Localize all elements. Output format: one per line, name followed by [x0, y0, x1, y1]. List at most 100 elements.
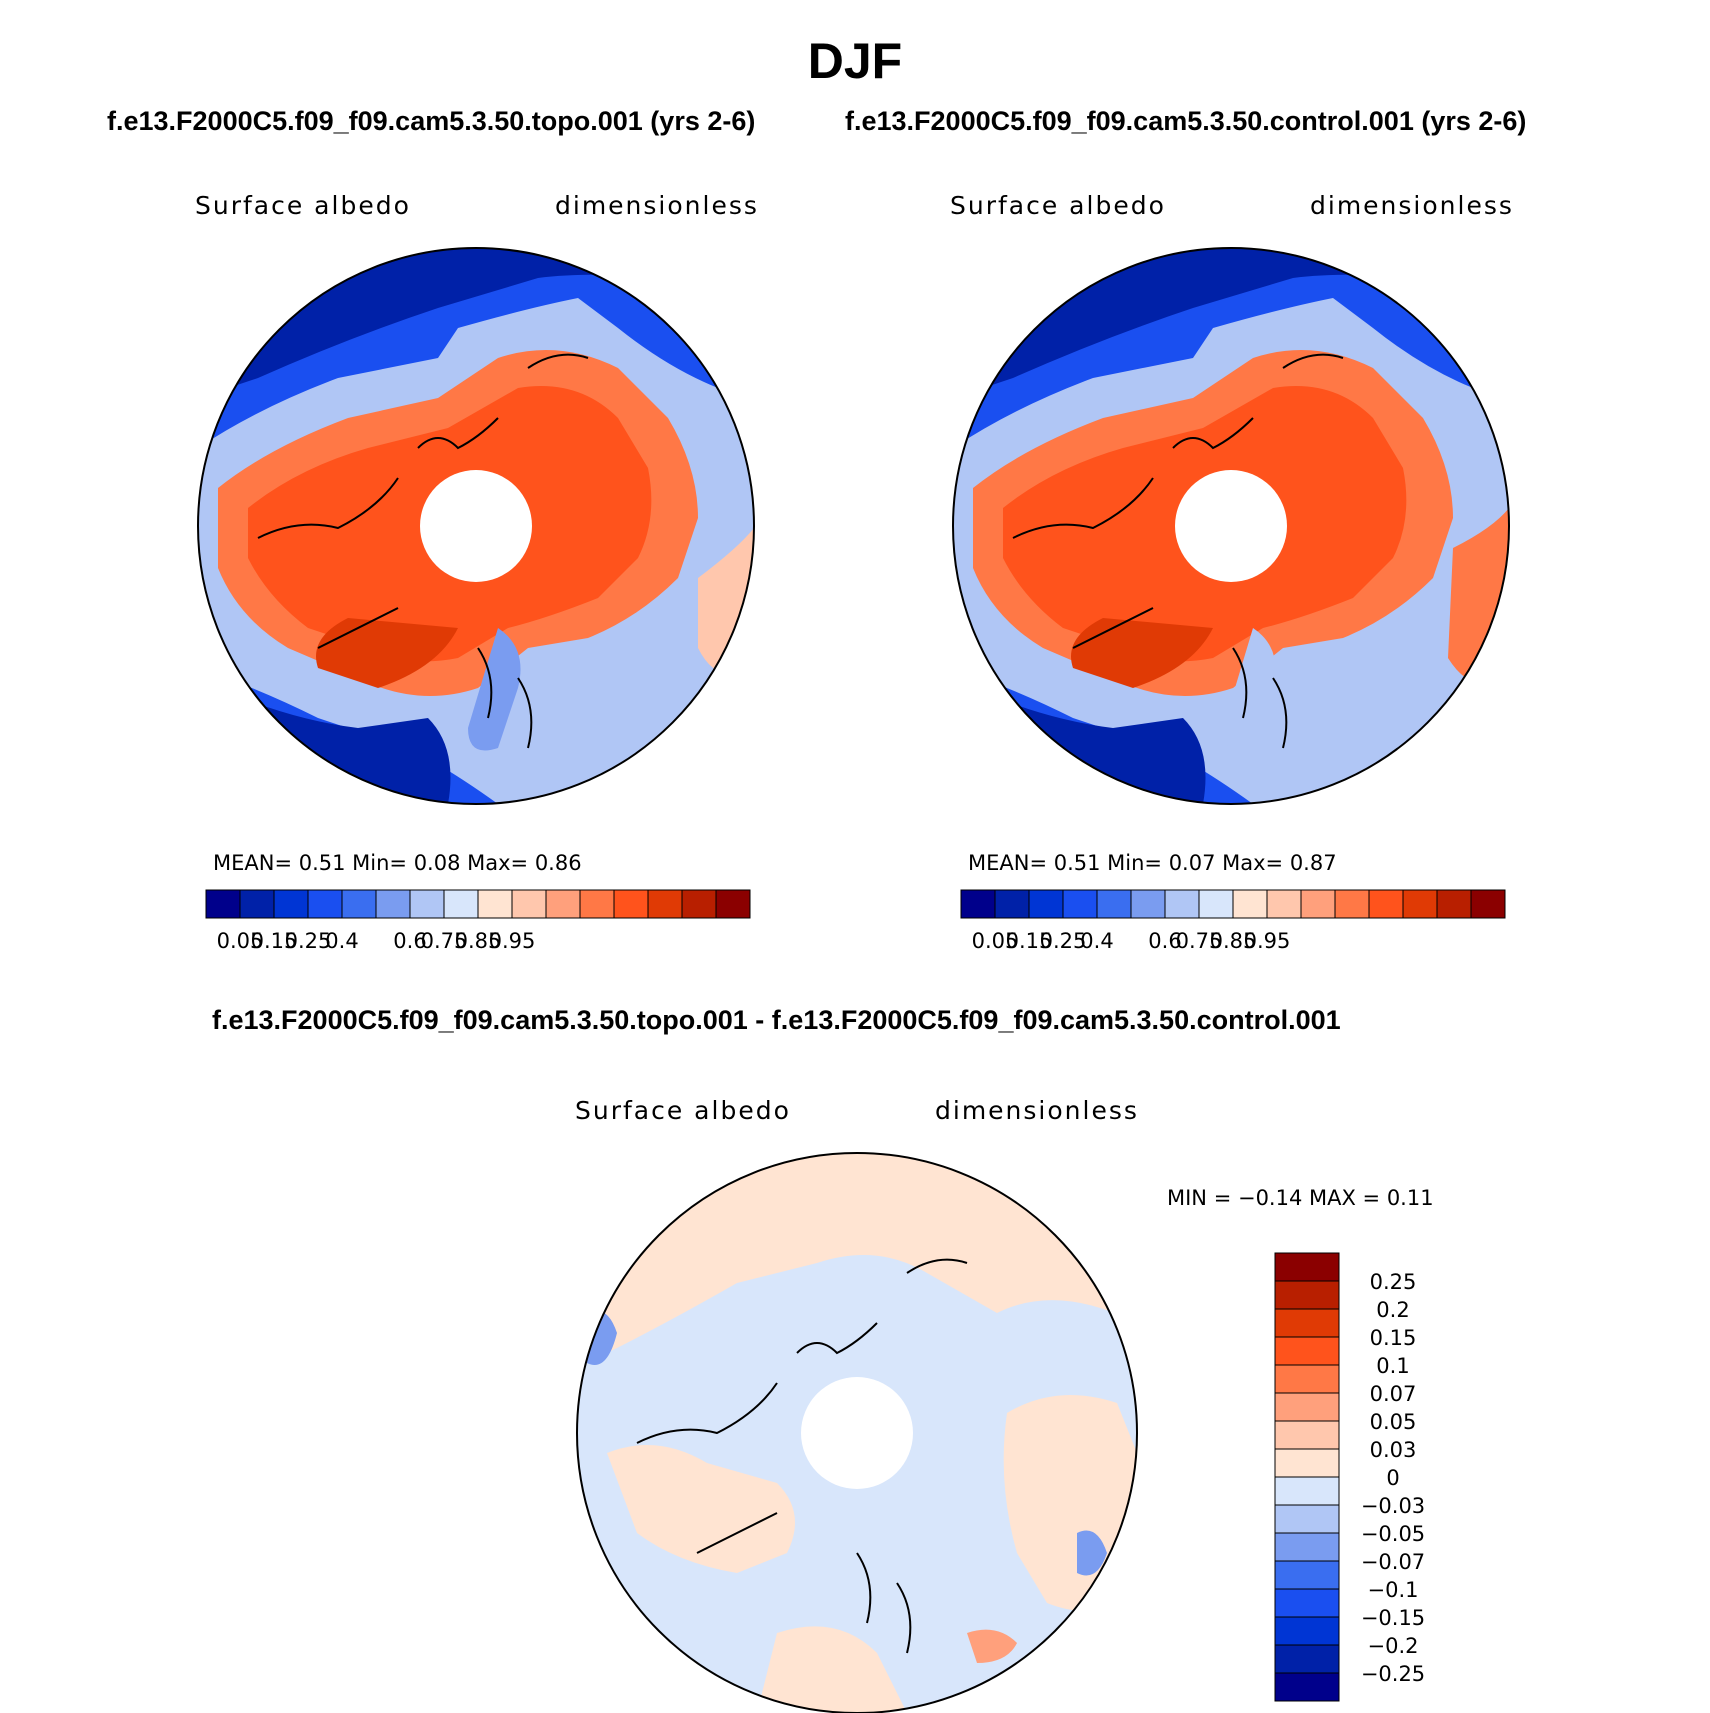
colorbar-swatch [1368, 889, 1404, 919]
colorbar-tick-label: 0.85 [455, 929, 502, 953]
colorbar-tick-label: 0.25 [1040, 929, 1087, 953]
colorbar-swatch [681, 889, 717, 919]
colorbar-swatch [545, 889, 581, 919]
colorbar-tick-label: 0.75 [421, 929, 468, 953]
topo-units-label: dimensionless [555, 191, 759, 220]
figure-title: DJF [807, 33, 903, 89]
colorbar-tick-label: 0.05 [1370, 1410, 1417, 1434]
control-units-label: dimensionless [1310, 191, 1514, 220]
colorbar-swatch [205, 889, 241, 919]
colorbar-swatch [375, 889, 411, 919]
colorbar-swatch [1274, 1560, 1340, 1590]
colorbar-tick-label: −0.25 [1361, 1662, 1425, 1686]
colorbar-swatch [1274, 1532, 1340, 1562]
control-variable-label: Surface albedo [950, 191, 1166, 220]
colorbar-tick-label: 0.15 [1006, 929, 1053, 953]
pole-mask [1175, 470, 1287, 582]
colorbar-tick-label: 0.95 [489, 929, 536, 953]
control-polar-map [952, 247, 1510, 805]
colorbar-swatch [409, 889, 445, 919]
colorbar-tick-label: 0.05 [972, 929, 1019, 953]
topo-polar-map [197, 247, 755, 805]
colorbar-tick-label: 0.95 [1244, 929, 1291, 953]
colorbar-swatch [1164, 889, 1200, 919]
colorbar-swatch [1274, 1308, 1340, 1338]
diff-units-label: dimensionless [935, 1096, 1139, 1125]
colorbar-swatch [1470, 889, 1506, 919]
topo-case-title: f.e13.F2000C5.f09_f09.cam5.3.50.topo.001… [107, 106, 756, 136]
coastlines [636, 1258, 968, 1654]
diff-positive-south [757, 1626, 907, 1713]
colorbar-tick-label: −0.2 [1368, 1634, 1419, 1658]
diff-case-title: f.e13.F2000C5.f09_f09.cam5.3.50.topo.001… [212, 1005, 1341, 1035]
greenland-ice [316, 618, 458, 688]
topo-variable-label: Surface albedo [195, 191, 411, 220]
greenland-ice [1071, 618, 1213, 688]
colorbar-tick-label: −0.03 [1361, 1494, 1425, 1518]
diff-positive-north [577, 1153, 1137, 1363]
colorbar-tick-label: 0.03 [1370, 1438, 1417, 1462]
coastlines [1012, 353, 1344, 749]
colorbar-tick-label: −0.1 [1368, 1578, 1419, 1602]
pole-mask [420, 470, 532, 582]
colorbar-swatch [1274, 1420, 1340, 1450]
colorbar-swatch [273, 889, 309, 919]
colorbar-swatch [1232, 889, 1268, 919]
colorbar-swatch [1274, 1280, 1340, 1310]
colorbar-swatch [1274, 1364, 1340, 1394]
scandinavia-land [1223, 628, 1276, 751]
colorbar-swatch [341, 889, 377, 919]
colorbar-swatch [1198, 889, 1234, 919]
diff-colorbar: 0.25 0.2 0.15 0.1 0.07 0.05 0.03 0 −0.03 −0.05 −0.… [1274, 1252, 1425, 1702]
diff-europe-warm [967, 1629, 1017, 1663]
colorbar-swatch [1334, 889, 1370, 919]
colorbar-tick-label: 0.15 [1370, 1326, 1417, 1350]
colorbar-swatch [477, 889, 513, 919]
colorbar-tick-label: −0.15 [1361, 1606, 1425, 1630]
pole-mask [801, 1377, 913, 1489]
colorbar-swatch [1062, 889, 1098, 919]
colorbar-swatch [1096, 889, 1132, 919]
colorbar-tick-label: −0.05 [1361, 1522, 1425, 1546]
scandinavia-land [468, 628, 521, 751]
colorbar-swatch [1028, 889, 1064, 919]
colorbar-swatch [1266, 889, 1302, 919]
colorbar-swatch [1274, 1672, 1340, 1702]
colorbar-swatch [1300, 889, 1336, 919]
colorbar-swatch [715, 889, 751, 919]
colorbar-swatch [1130, 889, 1166, 919]
colorbar-swatch [613, 889, 649, 919]
colorbar-swatch [1274, 1392, 1340, 1422]
colorbar-swatch [1274, 1644, 1340, 1674]
colorbar-swatch [239, 889, 275, 919]
topo-colorbar: 0.050.150.250.4 0.60.750.850.95 [205, 889, 751, 953]
topo-stats: MEAN= 0.51 Min= 0.08 Max= 0.86 [213, 851, 582, 875]
diff-minmax: MIN = −0.14 MAX = 0.11 [1167, 1186, 1434, 1210]
colorbar-swatch [647, 889, 683, 919]
colorbar-tick-label: 0.4 [1080, 929, 1113, 953]
colorbar-tick-label: 0.85 [1210, 929, 1257, 953]
diff-polar-map [576, 1152, 1138, 1713]
colorbar-tick-label: 0 [1386, 1466, 1399, 1490]
colorbar-swatch [1274, 1616, 1340, 1646]
colorbar-tick-label: 0.25 [1370, 1270, 1417, 1294]
colorbar-swatch [1274, 1504, 1340, 1534]
colorbar-tick-label: 0.05 [217, 929, 264, 953]
colorbar-tick-label: 0.6 [393, 929, 426, 953]
control-stats: MEAN= 0.51 Min= 0.07 Max= 0.87 [968, 851, 1337, 875]
coastlines [257, 353, 589, 749]
colorbar-tick-label: 0.4 [325, 929, 358, 953]
colorbar-tick-label: 0.2 [1376, 1298, 1409, 1322]
colorbar-swatch [443, 889, 479, 919]
colorbar-swatch [511, 889, 547, 919]
colorbar-swatch [1274, 1448, 1340, 1478]
colorbar-tick-label: 0.6 [1148, 929, 1181, 953]
colorbar-tick-label: 0.75 [1176, 929, 1223, 953]
colorbar-swatch [1274, 1252, 1340, 1282]
colorbar-swatch [1274, 1588, 1340, 1618]
colorbar-swatch [579, 889, 615, 919]
diff-positive-canada [607, 1445, 795, 1573]
colorbar-swatch [1436, 889, 1472, 919]
colorbar-tick-label: 0.15 [251, 929, 298, 953]
colorbar-swatch [307, 889, 343, 919]
